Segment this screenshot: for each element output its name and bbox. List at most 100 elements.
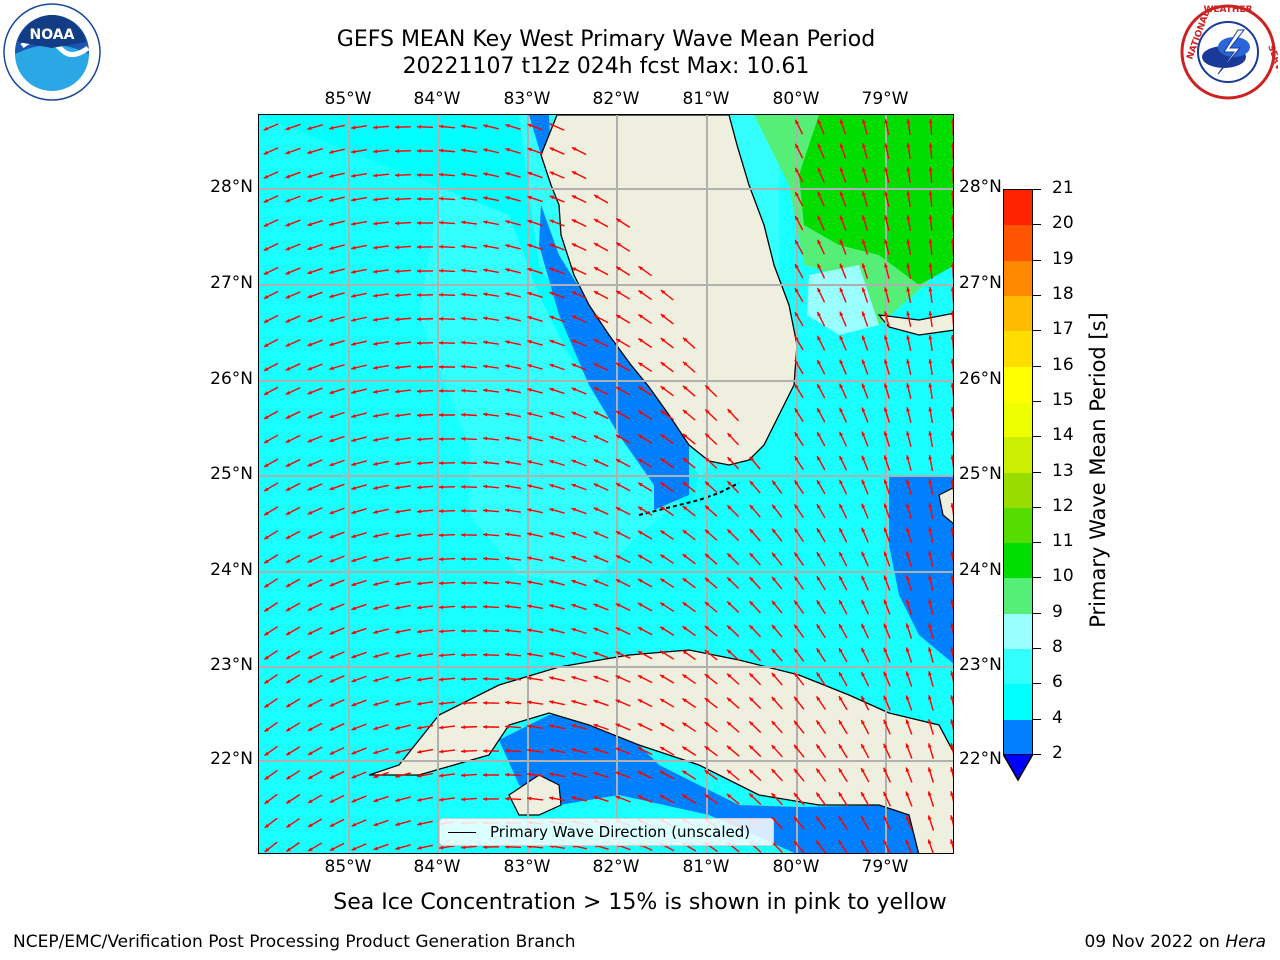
wave-arrow-head (816, 816, 821, 821)
wave-arrow-head (950, 215, 953, 220)
wave-arrow-head (906, 143, 911, 148)
wave-arrow-head (395, 774, 400, 778)
wave-arrow-head (461, 220, 466, 225)
wave-arrow-head (351, 630, 356, 635)
wave-arrow-head (839, 167, 844, 172)
wave-arrow-head (329, 198, 334, 202)
period-field-10-11 (799, 115, 953, 285)
wave-arrow-head (286, 631, 291, 635)
colorbar-segment (1004, 719, 1032, 755)
wave-arrow-head (660, 674, 665, 679)
wave-arrow-head (727, 553, 732, 558)
wave-arrow-head (593, 267, 599, 271)
wave-arrow-head (395, 533, 400, 538)
wave-arrow-head (307, 606, 313, 611)
wave-arrow-head (307, 414, 313, 419)
wave-arrow-head (549, 483, 554, 488)
wave-arrow-head (395, 125, 400, 130)
nws-logo: NATIONAL WEATHER SERVICE (1178, 2, 1280, 102)
wave-arrow-head (329, 823, 335, 827)
colorbar-under-triangle (1003, 754, 1033, 782)
wave-arrow-head (816, 552, 821, 557)
wave-arrow-head (861, 551, 866, 557)
wave-arrow-head (795, 312, 799, 317)
wave-arrow-head (883, 791, 888, 797)
wave-arrow-head (816, 696, 821, 701)
wave-arrow-head (417, 677, 422, 682)
wave-arrow-head (883, 575, 888, 580)
wave-arrow-head (927, 743, 932, 748)
colorbar-segment (1004, 437, 1032, 473)
wave-arrow-head (439, 581, 444, 586)
wave-arrow-head (483, 508, 488, 513)
wave-arrow-head (749, 793, 754, 798)
wave-arrow-head (660, 506, 665, 511)
wave-arrow-head (816, 504, 821, 509)
wave-arrow-head (749, 673, 754, 678)
colorbar (1003, 189, 1033, 755)
wave-arrow-head (571, 315, 577, 320)
wave-arrow-head (395, 269, 400, 274)
wave-arrow-head (417, 269, 422, 274)
wave-arrow-head (682, 746, 687, 751)
wave-arrow-head (417, 293, 422, 298)
colorbar-tick (1033, 436, 1041, 438)
wave-arrow-head (771, 624, 776, 630)
wave-arrow-head (817, 407, 821, 413)
wave-arrow-head (593, 243, 599, 247)
wave-direction-arrows (263, 118, 953, 853)
lon-label-bottom: 81°W (682, 857, 730, 877)
wave-arrow-head (505, 532, 510, 537)
wave-arrow-head (816, 792, 821, 797)
wave-arrow-head (417, 581, 422, 586)
wave-arrow-head (285, 342, 291, 347)
wave-arrow-head (351, 774, 357, 779)
colorbar-segment (1004, 260, 1032, 296)
wave-arrow-head (660, 626, 665, 631)
wave-arrow-head (838, 840, 843, 845)
wave-arrow-head (571, 219, 577, 224)
wave-arrow-head (839, 431, 844, 437)
wave-arrow-head (682, 530, 688, 535)
wave-arrow-head (950, 455, 953, 460)
wave-arrow-head (704, 794, 709, 799)
wave-arrow-head (794, 648, 799, 654)
wave-arrow-head (263, 319, 269, 323)
wave-arrow-head (329, 486, 334, 491)
wave-arrow-head (884, 287, 888, 292)
colorbar-tick (1033, 612, 1041, 614)
wave-arrow-head (794, 600, 799, 605)
wave-arrow-head (638, 506, 643, 511)
lat-label-right: 25°N (959, 464, 1002, 484)
wave-arrow-head (861, 311, 866, 316)
colorbar-tick-label: 10 (1052, 566, 1074, 587)
wave-arrow-head (483, 556, 488, 561)
wave-arrow-head (817, 263, 822, 269)
wave-arrow-head (905, 839, 910, 845)
wave-arrow-head (395, 461, 400, 466)
wave-arrow-head (373, 485, 378, 490)
colorbar-tick (1033, 259, 1041, 261)
wave-arrow-head (682, 674, 687, 679)
wave-arrow-head (571, 291, 577, 296)
wave-arrow-head (928, 191, 933, 196)
wave-arrow-head (705, 505, 710, 510)
wave-arrow-head (461, 581, 466, 585)
wave-arrow-head (264, 487, 269, 492)
wave-arrow-head (329, 558, 335, 563)
wave-arrow-head (817, 239, 822, 245)
footer-host: Hera (1225, 932, 1266, 952)
wave-arrow-head (461, 172, 466, 177)
wave-arrow-head (373, 774, 378, 779)
wave-arrow-head (461, 532, 466, 537)
wave-arrow-head (593, 531, 599, 536)
wave-arrow-head (549, 147, 555, 152)
wave-arrow-head (461, 508, 466, 513)
wave-arrow-head (329, 438, 334, 443)
colorbar-segment (1004, 472, 1032, 508)
wave-arrow-head (794, 672, 799, 678)
wave-arrow-head (571, 531, 576, 536)
wave-arrow-head (884, 263, 888, 268)
wave-arrow-head (571, 267, 577, 272)
lon-label-top: 81°W (682, 89, 730, 109)
